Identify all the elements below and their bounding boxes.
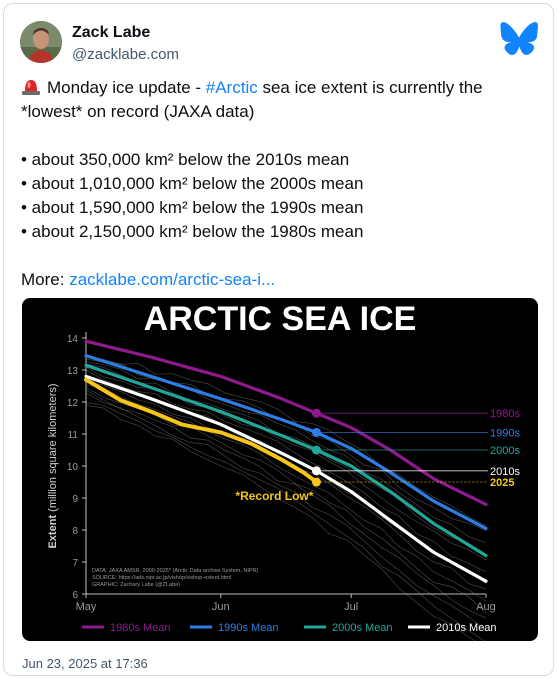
year-trace: [85, 369, 487, 573]
year-trace: [85, 361, 487, 544]
bullet-line: • about 1,590,000 km² below the 1990s me…: [21, 198, 364, 217]
avatar[interactable]: [20, 21, 62, 63]
current-marker-2010s: [311, 466, 321, 476]
x-tick-label: Jun: [212, 601, 230, 613]
author-handle[interactable]: @zacklabe.com: [72, 46, 179, 63]
legend-label-1980s: 1980s Mean: [110, 622, 171, 634]
y-axis-label-bold: Extent: [47, 515, 59, 549]
record-low-annotation: *Record Low*: [235, 489, 313, 503]
siren-emoji-icon: [22, 80, 40, 95]
post-card[interactable]: Zack Labe @zacklabe.com Monday ice updat…: [3, 3, 554, 676]
y-tick-label: 9: [72, 494, 78, 505]
bluesky-butterfly-icon[interactable]: [500, 22, 538, 56]
year-trace: [85, 355, 487, 527]
chart-title: ARCTIC SEA ICE: [144, 300, 417, 338]
year-trace: [85, 402, 485, 641]
y-tick-label: 6: [72, 590, 78, 601]
y-tick-label: 14: [67, 334, 79, 345]
author-name[interactable]: Zack Labe: [72, 24, 151, 41]
y-axis-label: Extent (million square kilometers): [47, 383, 59, 548]
series-line-2025: [84, 377, 319, 484]
more-line: More: zacklabe.com/arctic-sea-i...: [21, 270, 276, 289]
y-tick-label: 8: [72, 526, 78, 537]
avatar-photo-icon: [20, 21, 62, 63]
y-tick-label: 11: [68, 430, 79, 441]
credit-line: GRAPHIC: Zachary Labe (@ZLabe): [92, 582, 180, 588]
credit-line: DATA: JAXA AMSR, 2000-2025* (Arctic Data…: [92, 568, 259, 574]
y-axis-label-rest: (million square kilometers): [47, 383, 59, 514]
y-tick-label: 7: [72, 558, 78, 569]
y-tick-label: 13: [67, 366, 79, 377]
bullet-line: • about 2,150,000 km² below the 1980s me…: [21, 222, 364, 241]
post-timestamp[interactable]: Jun 23, 2025 at 17:36: [22, 656, 148, 671]
chart-image[interactable]: ARCTIC SEA ICE 6 7 8 9 10 11 12 13 14 May Jun Jul Aug…: [22, 298, 538, 641]
current-marker-2025: [311, 477, 321, 487]
x-tick-label: May: [76, 601, 97, 613]
credit-line: SOURCE: https://ads.nipr.ac.jp/vishop/vi…: [92, 575, 231, 581]
end-label-2025: 2025: [490, 477, 514, 489]
end-label-1980s: 1980s: [490, 408, 520, 420]
x-tick-label: Jul: [344, 601, 358, 613]
bullet-line: • about 1,010,000 km² below the 2000s me…: [21, 174, 364, 193]
y-tick-label: 10: [67, 462, 79, 473]
year-trace: [85, 384, 487, 602]
end-label-2000s: 2000s: [490, 445, 520, 457]
current-marker-1980s: [311, 408, 321, 418]
current-marker-1990s: [311, 427, 321, 437]
hashtag-link[interactable]: #Arctic: [205, 78, 258, 97]
legend-label-2000s: 2000s Mean: [332, 622, 393, 634]
y-tick-label: 12: [67, 398, 79, 409]
year-trace: [85, 392, 487, 631]
post-line-2: *lowest* on record (JAXA data): [21, 102, 255, 121]
legend-label-2010s: 2010s Mean: [436, 622, 497, 634]
current-marker-2000s: [311, 445, 321, 455]
more-link[interactable]: zacklabe.com/arctic-sea-i...: [69, 270, 276, 289]
year-trace: [85, 404, 477, 641]
end-label-2010s: 2010s: [490, 466, 520, 478]
end-label-1990s: 1990s: [490, 427, 520, 439]
series-line-2010s: [84, 374, 488, 583]
year-trace: [85, 389, 487, 619]
post-text: Monday ice update - #Arctic sea ice exte…: [21, 76, 541, 292]
bullet-line: • about 350,000 km² below the 2010s mean: [21, 150, 350, 169]
sea-ice-chart: ARCTIC SEA ICE 6 7 8 9 10 11 12 13 14 May Jun Jul Aug…: [47, 300, 520, 641]
legend-label-1990s: 1990s Mean: [218, 622, 279, 634]
post-line-1: Monday ice update - #Arctic sea ice exte…: [21, 76, 541, 100]
x-tick-label: Aug: [476, 601, 496, 613]
